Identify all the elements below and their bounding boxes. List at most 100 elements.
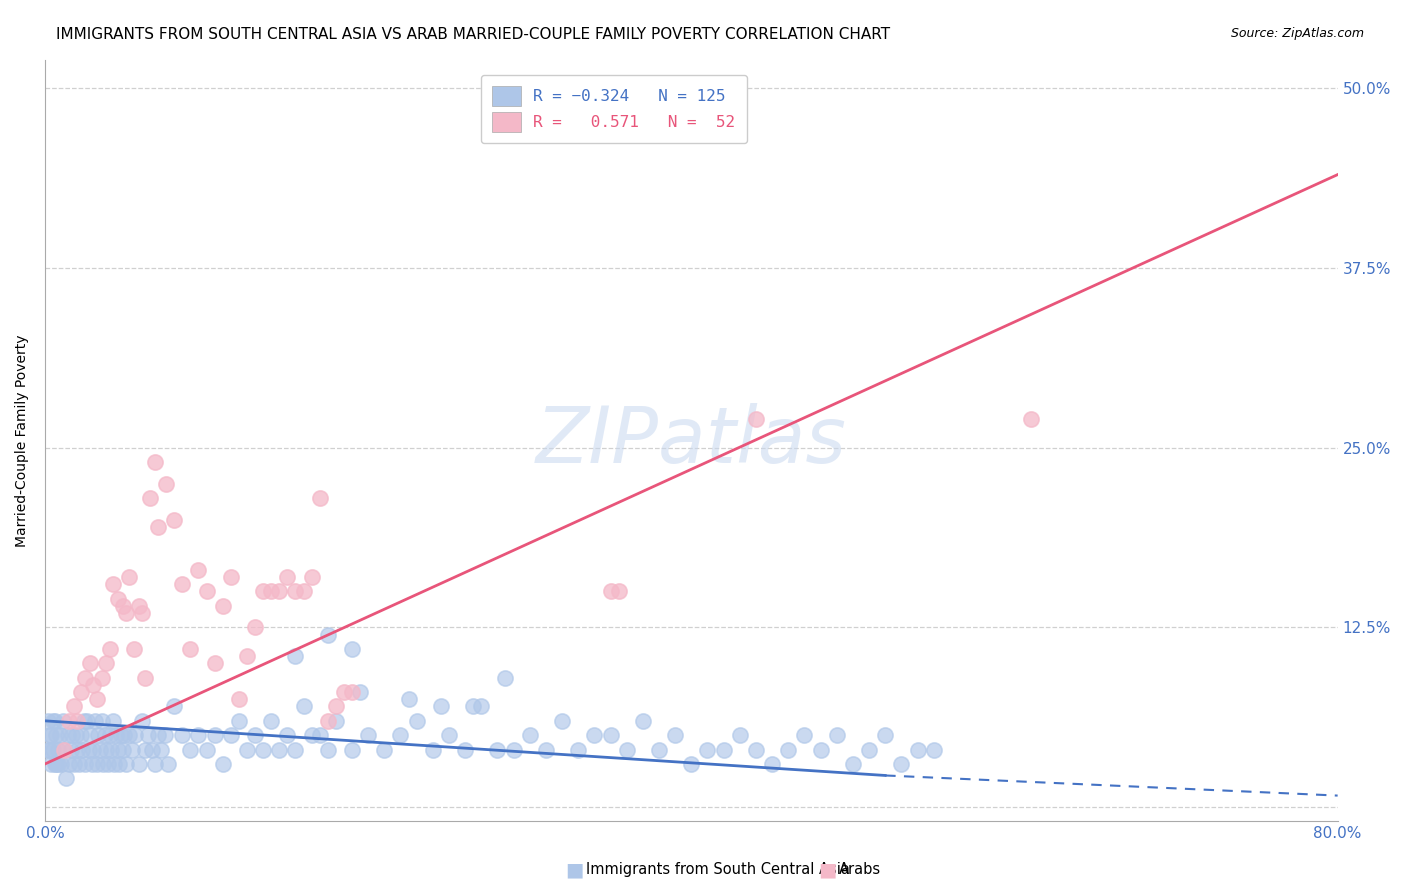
Point (228, 692, 250, 706)
Point (46, 742, 69, 756)
Point (745, 742, 768, 756)
Point (63, 756, 86, 771)
Point (53, 742, 76, 756)
Point (150, 742, 173, 756)
Point (66, 714, 89, 728)
Point (111, 599, 134, 613)
Point (398, 692, 420, 706)
Point (42, 742, 65, 756)
Point (163, 513, 186, 527)
Point (87, 728, 110, 742)
Point (79, 728, 101, 742)
Point (284, 649, 307, 664)
Point (66, 742, 89, 756)
Point (97, 756, 120, 771)
Point (53, 742, 76, 756)
Point (45, 728, 67, 742)
Point (134, 671, 156, 685)
Point (463, 699, 485, 714)
Point (252, 584, 274, 599)
Point (82, 678, 104, 692)
Point (89, 742, 111, 756)
Point (52, 714, 75, 728)
Point (58, 756, 80, 771)
Point (470, 699, 492, 714)
Point (65, 728, 87, 742)
Point (49, 756, 72, 771)
Point (858, 742, 880, 756)
Point (79, 657, 101, 671)
Point (276, 728, 298, 742)
Point (793, 728, 815, 742)
Point (45, 756, 67, 771)
Point (519, 728, 541, 742)
Text: ■: ■ (818, 860, 837, 880)
Point (340, 642, 363, 657)
Point (179, 642, 201, 657)
Point (301, 728, 323, 742)
Point (228, 714, 250, 728)
Point (138, 728, 160, 742)
Point (284, 584, 307, 599)
Point (143, 455, 166, 469)
Point (269, 742, 291, 756)
Point (316, 714, 339, 728)
Point (890, 756, 912, 771)
Point (62, 728, 84, 742)
Point (502, 742, 524, 756)
Point (86, 692, 108, 706)
Point (260, 714, 283, 728)
Point (631, 714, 654, 728)
Point (82, 742, 104, 756)
Point (301, 570, 323, 584)
Point (325, 714, 347, 728)
Point (98, 728, 121, 742)
Point (761, 756, 783, 771)
Point (195, 584, 218, 599)
Point (172, 577, 194, 591)
Point (38, 728, 60, 742)
Point (107, 742, 129, 756)
Point (63, 699, 86, 714)
Point (100, 742, 122, 756)
Point (108, 756, 131, 771)
Point (179, 742, 201, 756)
Point (583, 728, 606, 742)
Point (59, 742, 82, 756)
Point (252, 742, 274, 756)
Point (349, 685, 371, 699)
Point (58, 714, 80, 728)
Text: Source: ZipAtlas.com: Source: ZipAtlas.com (1230, 27, 1364, 40)
Point (121, 742, 143, 756)
Text: Arabs: Arabs (839, 863, 882, 877)
Point (131, 606, 153, 620)
Point (77, 742, 100, 756)
Point (195, 742, 218, 756)
Point (98, 642, 121, 657)
Y-axis label: Married-Couple Family Poverty: Married-Couple Family Poverty (15, 334, 30, 547)
Point (101, 714, 124, 728)
Point (80, 756, 103, 771)
Point (128, 599, 150, 613)
Point (69, 728, 91, 742)
Point (37, 742, 59, 756)
Point (340, 685, 363, 699)
Point (156, 756, 179, 771)
Point (110, 728, 132, 742)
Point (842, 756, 865, 771)
Point (211, 599, 233, 613)
Point (907, 742, 929, 756)
Point (141, 742, 163, 756)
Point (94, 728, 117, 742)
Point (219, 728, 242, 742)
Point (131, 714, 153, 728)
Point (139, 491, 162, 505)
Point (107, 591, 129, 606)
Point (316, 742, 339, 756)
Point (648, 742, 671, 756)
Point (118, 570, 141, 584)
Point (114, 756, 136, 771)
Text: ZIPatlas: ZIPatlas (536, 402, 846, 478)
Point (389, 728, 412, 742)
Point (405, 714, 427, 728)
